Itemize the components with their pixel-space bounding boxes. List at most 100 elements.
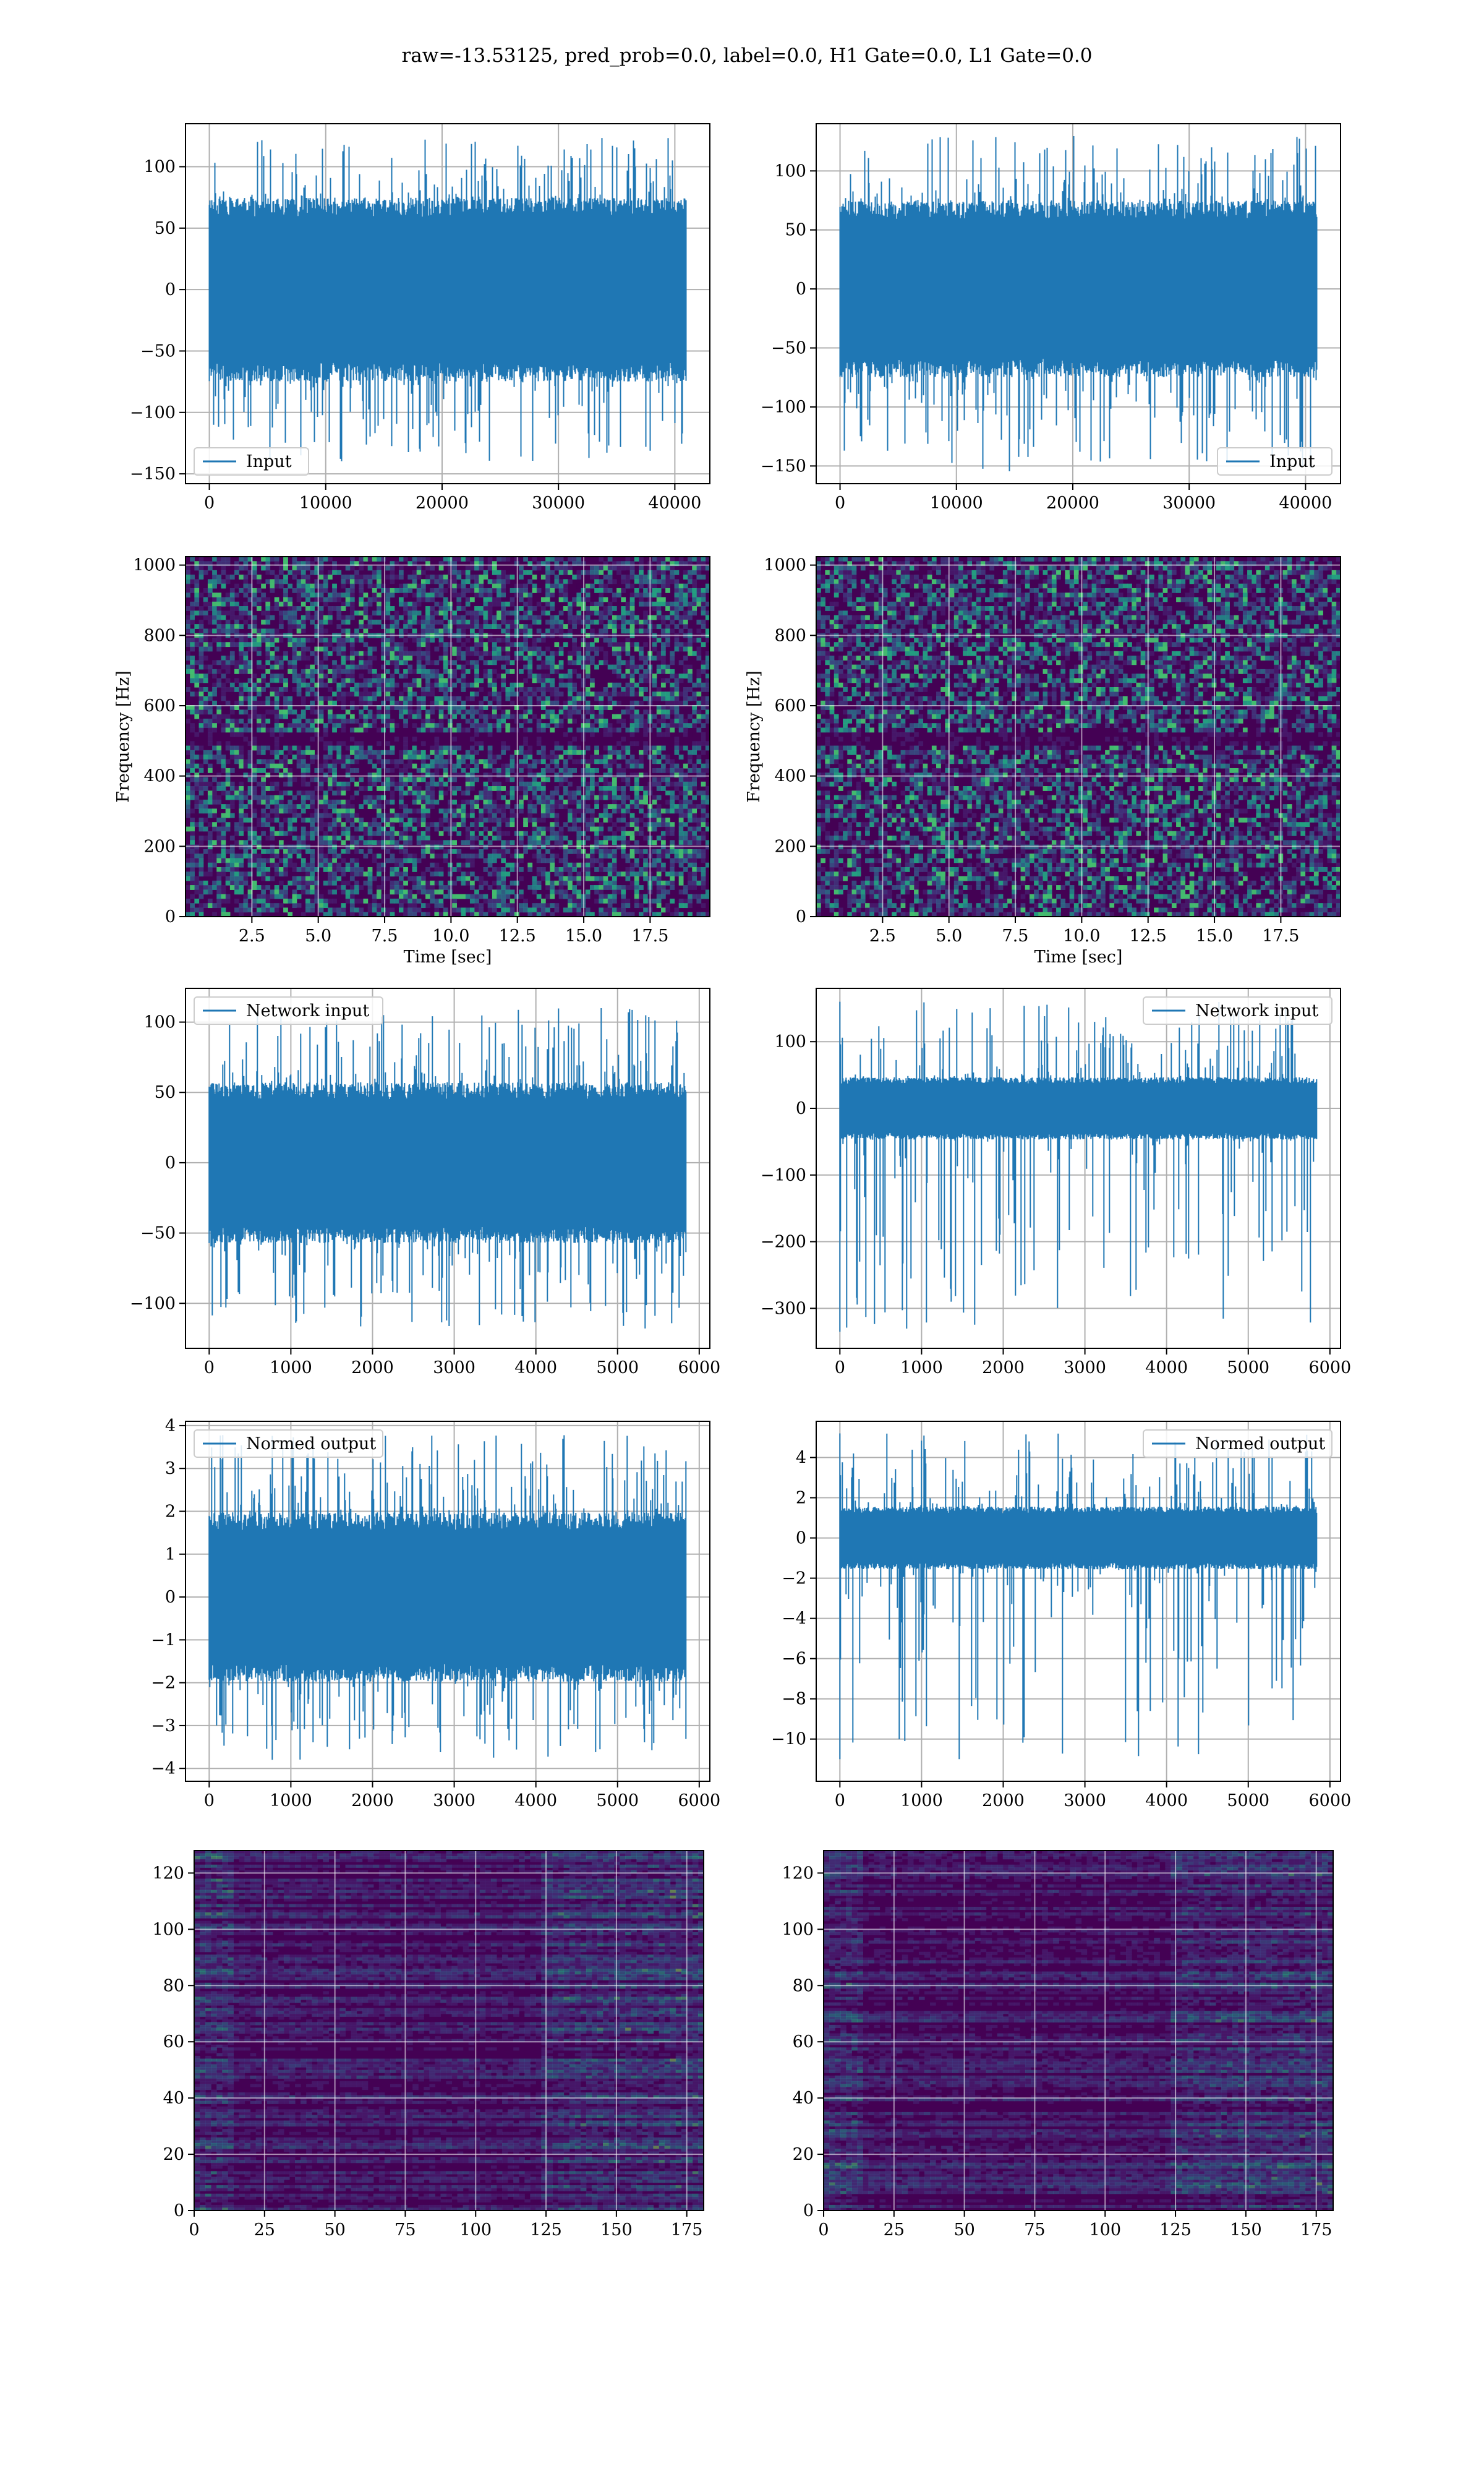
heatmap-cell xyxy=(318,664,324,670)
heatmap-cell xyxy=(639,561,644,567)
heatmap-cell xyxy=(576,840,582,845)
heatmap-cell xyxy=(629,844,635,850)
heatmap-cell xyxy=(634,664,639,670)
heatmap-cell xyxy=(527,606,533,611)
heatmap-cell xyxy=(425,781,430,787)
heatmap-cell xyxy=(186,759,190,764)
heatmap-cell xyxy=(589,755,595,760)
heatmap-cell xyxy=(198,781,204,787)
heatmap-cell xyxy=(483,718,488,724)
heatmap-cell xyxy=(216,579,222,584)
heatmap-cell xyxy=(247,759,253,764)
heatmap-cell xyxy=(568,669,573,674)
heatmap-cell xyxy=(705,696,710,701)
heatmap-cell xyxy=(270,691,275,697)
heatmap-cell xyxy=(327,606,333,611)
heatmap-cell xyxy=(265,597,271,602)
heatmap-cell xyxy=(359,750,364,755)
heatmap-cell xyxy=(212,593,217,598)
heatmap-cell xyxy=(349,642,355,648)
heatmap-cell xyxy=(572,561,578,567)
heatmap-cell xyxy=(359,849,364,854)
heatmap-cell xyxy=(407,651,413,656)
heatmap-cell xyxy=(536,727,542,733)
heatmap-cell xyxy=(416,601,422,607)
heatmap-cell xyxy=(514,593,519,598)
heatmap-cell xyxy=(518,597,524,602)
heatmap-cell xyxy=(452,579,457,584)
heatmap-cell xyxy=(514,628,519,634)
heatmap-cell xyxy=(385,836,391,841)
heatmap-cell xyxy=(585,610,591,616)
heatmap-cell xyxy=(194,597,200,602)
heatmap-cell xyxy=(278,660,284,666)
heatmap-cell xyxy=(425,831,430,836)
heatmap-cell xyxy=(367,836,373,841)
heatmap-cell xyxy=(239,831,244,836)
heatmap-cell xyxy=(589,646,595,652)
heatmap-cell xyxy=(643,660,648,666)
heatmap-cell xyxy=(349,768,355,773)
heatmap-cell xyxy=(412,637,417,643)
heatmap-cell xyxy=(292,557,297,562)
heatmap-cell xyxy=(523,664,528,670)
heatmap-cell xyxy=(332,759,337,764)
heatmap-cell xyxy=(660,619,666,625)
heatmap-cell xyxy=(310,862,315,868)
heatmap-cell xyxy=(621,745,626,751)
heatmap-cell xyxy=(634,669,639,674)
heatmap-cell xyxy=(465,588,471,593)
heatmap-cell xyxy=(221,691,226,697)
heatmap-cell xyxy=(563,714,568,719)
heatmap-cell xyxy=(247,646,253,652)
heatmap-cell xyxy=(221,570,226,575)
heatmap-cell xyxy=(252,849,257,854)
heatmap-cell xyxy=(381,664,386,670)
heatmap-cell xyxy=(599,786,604,791)
heatmap-cell xyxy=(536,741,542,747)
heatmap-cell xyxy=(274,637,279,643)
heatmap-cell xyxy=(692,583,697,589)
heatmap-cell xyxy=(430,786,435,791)
heatmap-cell xyxy=(683,669,688,674)
heatmap-cell xyxy=(323,831,328,836)
heatmap-cell xyxy=(323,651,328,656)
heatmap-cell xyxy=(372,669,377,674)
heatmap-cell xyxy=(336,759,342,764)
heatmap-cell xyxy=(497,808,501,814)
heatmap-cell xyxy=(394,642,399,648)
heatmap-cell xyxy=(243,696,249,701)
heatmap-cell xyxy=(412,808,417,814)
heatmap-cell xyxy=(634,579,639,584)
heatmap-cell xyxy=(367,831,373,836)
heatmap-cell xyxy=(545,579,550,584)
heatmap-cell xyxy=(336,741,342,747)
heatmap-cell xyxy=(367,781,373,787)
heatmap-cell xyxy=(430,700,435,706)
heatmap-cell xyxy=(198,678,204,683)
heatmap-cell xyxy=(639,619,644,625)
heatmap-cell xyxy=(532,808,537,814)
heatmap-cell xyxy=(469,790,475,796)
heatmap-cell xyxy=(692,745,697,751)
heatmap-cell xyxy=(229,624,235,629)
heatmap-cell xyxy=(527,705,533,710)
heatmap-cell xyxy=(443,687,448,692)
heatmap-cell xyxy=(479,610,484,616)
heatmap-cell xyxy=(229,799,235,805)
heatmap-cell xyxy=(656,836,662,841)
heatmap-cell xyxy=(416,664,422,670)
heatmap-cell xyxy=(692,840,697,845)
heatmap-cell xyxy=(532,651,537,656)
heatmap-cell xyxy=(603,786,608,791)
heatmap-cell xyxy=(612,795,617,800)
heatmap-cell xyxy=(705,656,710,661)
heatmap-cell xyxy=(274,854,279,859)
heatmap-cell xyxy=(501,813,506,818)
heatmap-cell xyxy=(452,570,457,575)
heatmap-cell xyxy=(234,786,239,791)
heatmap-cell xyxy=(327,745,333,751)
heatmap-cell xyxy=(363,593,369,598)
heatmap-cell xyxy=(438,714,444,719)
heatmap-cell xyxy=(367,691,373,697)
